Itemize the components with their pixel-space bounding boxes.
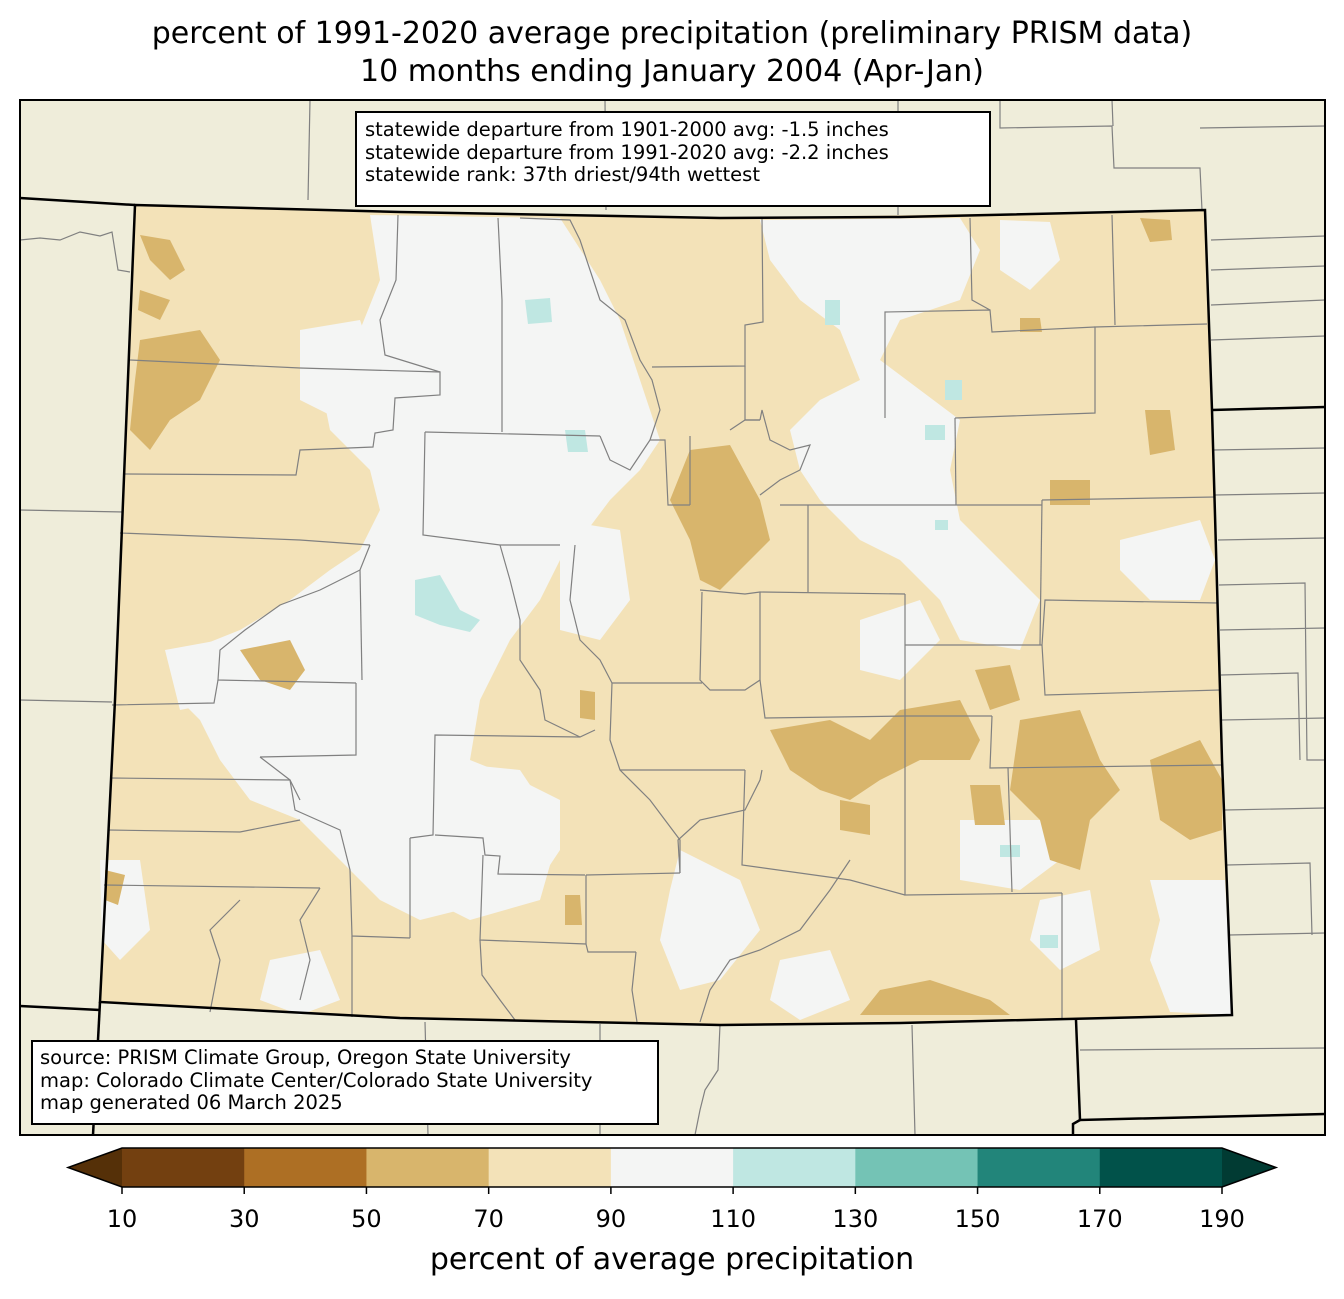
colorbar-tick-label: 70 [473,1205,504,1233]
colorbar-tick-label: 150 [954,1205,1001,1233]
colorbar [65,1147,1279,1194]
colorbar-under-arrow [68,1148,122,1187]
colorbar-tick-label: 190 [1199,1205,1245,1233]
stats-rank: statewide rank: 37th driest/94th wettest [365,163,760,186]
colorbar-over-arrow [1222,1148,1276,1187]
colorbar-label: percent of average precipitation [429,1242,915,1277]
colorbar-tick-label: 110 [710,1205,757,1233]
source-box: source: PRISM Climate Group, Oregon Stat… [31,1040,659,1125]
colorbar-segment [733,1148,856,1187]
stats-departure-1991-2020: statewide departure from 1991-2020 avg: … [365,140,889,164]
colorbar-segment [122,1148,245,1187]
colorbar-tick-label: 130 [832,1205,879,1233]
colorbar-segment [488,1148,612,1187]
colorbar-tick-label: 10 [106,1205,138,1233]
colorbar-tick-label: 50 [351,1205,382,1233]
colorbar-segment [855,1148,979,1187]
colorbar-tick-label: 90 [595,1205,627,1233]
colorbar-segment [366,1148,490,1187]
state-lines [19,196,1326,1136]
colorbar-tick-label: 30 [228,1205,260,1233]
colorbar-tick-label: 170 [1076,1205,1123,1233]
generated-date-line: map generated 06 March 2025 [40,1091,343,1114]
map-frame [19,99,1326,1136]
county-lines [103,214,1223,1023]
map-credit-line: map: Colorado Climate Center/Colorado St… [40,1068,593,1092]
colorbar-segment [610,1148,734,1187]
map-title-line1: percent of 1991-2020 average precipitati… [151,16,1193,51]
colorbar-segment [1099,1148,1223,1187]
stats-departure-1901-2000: statewide departure from 1901-2000 avg: … [365,118,889,141]
map-title-line2: 10 months ending January 2004 (Apr-Jan) [360,54,984,89]
statewide-stats-box: statewide departure from 1901-2000 avg: … [355,111,991,207]
colorbar-segment [244,1148,367,1187]
colorbar-segment [977,1148,1101,1187]
source-line: source: PRISM Climate Group, Oregon Stat… [40,1046,571,1069]
